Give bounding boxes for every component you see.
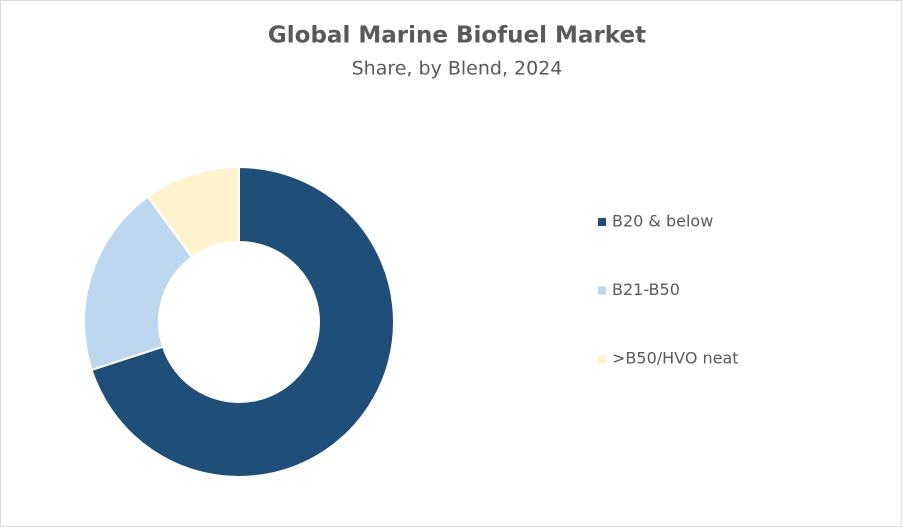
- donut-slice: [146, 165, 240, 259]
- donut-slice: [83, 195, 194, 372]
- chart-subtitle: Share, by Blend, 2024: [352, 58, 563, 80]
- legend-swatch: [598, 286, 606, 295]
- legend-label: >B50/HVO neat: [612, 349, 739, 368]
- legend-label: B20 & below: [612, 212, 713, 231]
- legend-label: B21-B50: [612, 280, 680, 299]
- chart-title: Global Marine Biofuel Market: [268, 23, 646, 49]
- donut-slice: [90, 165, 395, 478]
- legend-swatch: [598, 218, 606, 226]
- legend-swatch: [598, 355, 606, 363]
